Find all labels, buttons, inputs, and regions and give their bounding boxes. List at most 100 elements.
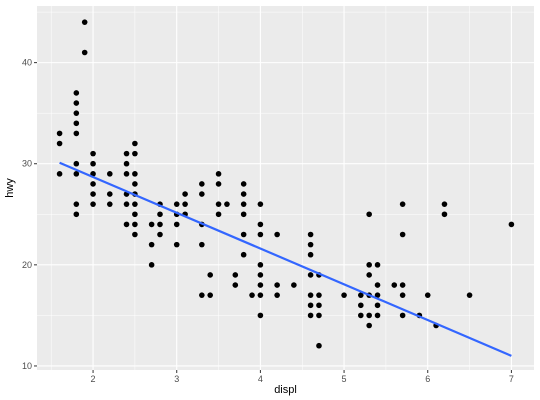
data-point xyxy=(257,231,264,238)
data-point xyxy=(358,312,364,319)
data-point xyxy=(199,241,205,248)
data-point xyxy=(257,312,264,319)
data-point xyxy=(274,282,280,288)
minor-gridlines xyxy=(37,6,534,370)
y-axis: 10 20 30 40 xyxy=(22,58,37,371)
data-point xyxy=(316,312,322,319)
data-point xyxy=(399,312,406,319)
data-point xyxy=(182,191,188,197)
data-point xyxy=(106,171,113,177)
data-point xyxy=(173,201,180,207)
data-point xyxy=(257,201,264,207)
data-point xyxy=(73,171,80,177)
data-point xyxy=(81,19,88,25)
data-point xyxy=(132,150,138,157)
data-point xyxy=(316,342,322,349)
data-point xyxy=(81,49,88,56)
data-point xyxy=(106,191,113,197)
fit-line xyxy=(59,161,512,357)
data-point xyxy=(90,160,96,167)
data-point xyxy=(123,171,130,177)
data-point xyxy=(73,160,80,167)
data-point xyxy=(374,282,381,288)
data-point xyxy=(207,292,213,298)
x-tick-label: 5 xyxy=(342,374,347,384)
data-point xyxy=(132,171,138,177)
data-point xyxy=(132,231,138,238)
data-point xyxy=(215,181,222,187)
y-axis-title: hwy xyxy=(4,178,16,198)
data-point xyxy=(240,181,247,187)
data-point xyxy=(73,110,80,116)
data-point xyxy=(374,292,381,298)
data-point xyxy=(307,302,314,309)
data-point xyxy=(358,302,364,309)
data-point xyxy=(224,201,230,207)
data-point xyxy=(399,292,406,298)
data-point xyxy=(73,201,80,207)
data-point xyxy=(374,312,381,319)
data-point xyxy=(240,251,247,258)
data-point xyxy=(374,302,381,309)
data-point xyxy=(341,292,347,298)
data-point xyxy=(257,282,264,288)
data-point xyxy=(307,241,314,248)
data-point xyxy=(424,292,431,298)
data-point xyxy=(358,292,364,298)
x-axis-title: displ xyxy=(274,384,297,396)
data-point xyxy=(73,211,80,218)
data-points xyxy=(56,19,515,349)
data-point xyxy=(307,231,314,238)
x-tick-label: 7 xyxy=(509,374,514,384)
data-point xyxy=(157,221,163,228)
data-point xyxy=(148,241,155,248)
data-point xyxy=(123,201,130,207)
data-point xyxy=(257,292,264,298)
major-gridlines xyxy=(37,6,534,370)
data-point xyxy=(215,211,222,218)
data-point xyxy=(132,140,138,147)
data-point xyxy=(232,282,239,288)
data-point xyxy=(466,292,473,298)
data-point xyxy=(173,241,180,248)
data-point xyxy=(257,221,264,228)
data-point xyxy=(56,171,63,177)
x-tick-label: 6 xyxy=(425,374,430,384)
data-point xyxy=(257,272,264,278)
data-point xyxy=(274,231,280,238)
data-point xyxy=(73,90,80,96)
data-point xyxy=(366,272,372,278)
data-point xyxy=(240,201,247,207)
data-point xyxy=(106,201,113,207)
data-point xyxy=(316,292,322,298)
fit-line-group xyxy=(59,161,512,357)
data-point xyxy=(123,160,130,167)
data-point xyxy=(207,272,213,278)
data-point xyxy=(215,171,222,177)
data-point xyxy=(132,201,138,207)
data-point xyxy=(90,191,96,197)
data-point xyxy=(240,191,247,197)
data-point xyxy=(215,201,222,207)
data-point xyxy=(173,221,180,228)
data-point xyxy=(307,251,314,258)
y-tick-label: 40 xyxy=(22,58,32,68)
data-point xyxy=(399,231,406,238)
data-point xyxy=(307,272,314,278)
data-point xyxy=(291,282,297,288)
data-point xyxy=(366,322,372,329)
data-point xyxy=(307,312,314,319)
y-tick-label: 20 xyxy=(22,260,32,270)
x-axis: 2 3 4 5 6 7 xyxy=(91,370,514,384)
data-point xyxy=(274,292,280,298)
data-point xyxy=(391,282,398,288)
data-point xyxy=(132,211,138,218)
data-point xyxy=(374,262,381,268)
data-point xyxy=(307,292,314,298)
data-point xyxy=(73,130,80,137)
data-point xyxy=(316,302,322,309)
data-point xyxy=(199,181,205,187)
data-point xyxy=(399,201,406,207)
data-point xyxy=(56,130,63,137)
